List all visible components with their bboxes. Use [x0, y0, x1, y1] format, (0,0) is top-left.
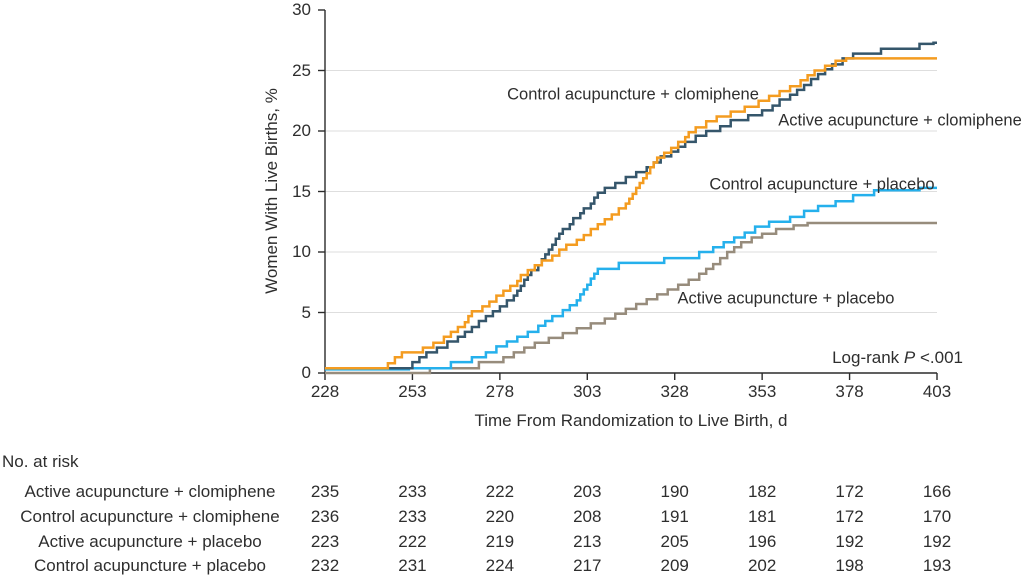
y-tick-label-10: 10 — [292, 242, 311, 261]
risk-value-r2-c2: 219 — [485, 532, 515, 551]
risk-row-label-1: Control acupuncture + clomiphene — [20, 507, 280, 526]
x-tick-label-253: 253 — [398, 382, 427, 401]
curve-label-active-clomiphene: Active acupuncture + clomiphene — [778, 111, 1022, 130]
risk-value-r0-c3: 203 — [573, 482, 602, 501]
y-tick-label-0: 0 — [301, 363, 311, 382]
series-curve-active-acupuncture-placebo — [325, 221, 937, 375]
x-tick-label-378: 378 — [835, 382, 864, 401]
risk-value-r0-c2: 222 — [485, 482, 515, 501]
curve-label-control-placebo: Control acupuncture + placebo — [709, 175, 935, 194]
risk-row-label-3: Control acupuncture + placebo — [33, 556, 266, 575]
risk-value-r2-c7: 192 — [922, 532, 952, 551]
risk-value-r0-c4: 190 — [660, 482, 689, 501]
log-rank-suffix: <.001 — [915, 348, 963, 367]
risk-value-r3-c7: 193 — [922, 556, 952, 575]
risk-value-r3-c2: 224 — [485, 556, 515, 575]
risk-row-label-0: Active acupuncture + clomiphene — [24, 482, 276, 501]
risk-value-r1-c5: 181 — [747, 507, 777, 526]
risk-value-r1-c6: 172 — [835, 507, 864, 526]
risk-value-r1-c1: 233 — [398, 507, 427, 526]
risk-value-r0-c7: 166 — [922, 482, 952, 501]
risk-value-r2-c5: 196 — [747, 532, 777, 551]
risk-value-r3-c4: 209 — [660, 556, 689, 575]
x-tick-label-278: 278 — [485, 382, 515, 401]
series-curve-control-acupuncture-clomiphene — [325, 57, 937, 370]
x-tick-label-403: 403 — [922, 382, 952, 401]
x-tick-label-328: 328 — [660, 382, 689, 401]
risk-value-r0-c6: 172 — [835, 482, 864, 501]
log-rank-p-symbol: P — [903, 348, 916, 367]
x-tick-label-353: 353 — [747, 382, 777, 401]
x-axis-label: Time From Randomization to Live Birth, d — [474, 411, 788, 430]
log-rank-annotation: Log-rank P <.001 — [832, 348, 963, 368]
risk-value-r0-c0: 235 — [310, 482, 340, 501]
y-tick-label-5: 5 — [301, 302, 311, 322]
risk-value-r2-c1: 222 — [398, 532, 427, 551]
risk-value-r2-c6: 192 — [835, 532, 864, 551]
risk-value-r2-c3: 213 — [573, 532, 602, 551]
risk-row-label-2: Active acupuncture + placebo — [38, 532, 262, 551]
x-tick-label-303: 303 — [573, 382, 602, 401]
log-rank-prefix: Log-rank — [832, 348, 904, 367]
risk-value-r1-c7: 170 — [922, 507, 952, 526]
y-tick-label-25: 25 — [292, 60, 311, 80]
risk-value-r3-c6: 198 — [835, 556, 864, 575]
risk-value-r3-c5: 202 — [747, 556, 777, 575]
risk-value-r1-c2: 220 — [485, 507, 515, 526]
risk-value-r2-c0: 223 — [310, 532, 340, 551]
risk-value-r1-c3: 208 — [573, 507, 602, 526]
risk-value-r3-c1: 231 — [398, 556, 427, 575]
risk-value-r2-c4: 205 — [660, 532, 689, 551]
y-tick-label-30: 30 — [292, 0, 311, 19]
series-curve-control-acupuncture-placebo — [325, 186, 937, 371]
risk-value-r0-c5: 182 — [747, 482, 777, 501]
y-tick-label-15: 15 — [292, 181, 311, 201]
risk-value-r0-c1: 233 — [398, 482, 427, 501]
curve-label-active-placebo: Active acupuncture + placebo — [677, 289, 895, 308]
x-tick-label-228: 228 — [310, 382, 340, 401]
risk-value-r1-c4: 191 — [660, 507, 689, 526]
y-tick-label-20: 20 — [292, 121, 311, 140]
risk-value-r1-c0: 236 — [310, 507, 340, 526]
risk-value-r3-c3: 217 — [573, 556, 602, 575]
risk-value-r3-c0: 232 — [310, 556, 340, 575]
risk-table-title: No. at risk — [2, 452, 79, 471]
series-curve-active-acupuncture-clomiphene — [325, 41, 937, 370]
curve-label-control-clomiphene: Control acupuncture + clomiphene — [507, 85, 759, 104]
